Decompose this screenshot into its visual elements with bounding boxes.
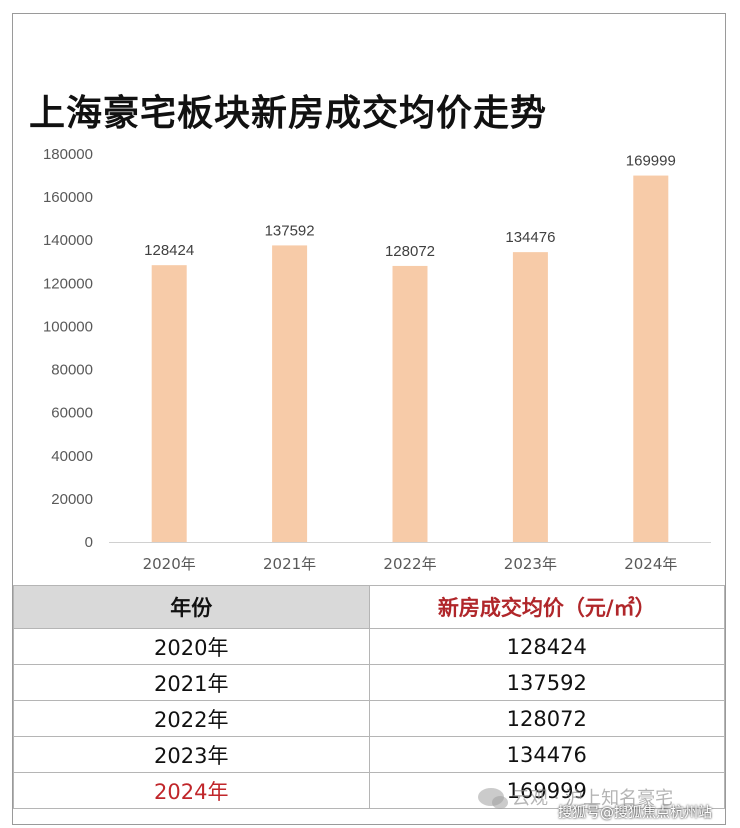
y-tick-label: 180000 [43,146,93,163]
y-tick-label: 80000 [51,362,93,379]
x-tick-label: 2021年 [263,555,316,573]
bar [151,265,187,542]
cell-year: 2022年 [13,700,370,737]
y-tick-label: 120000 [43,275,93,292]
table-row: 2020年 128424 [13,628,725,665]
table-row: 2022年 128072 [13,700,725,737]
y-tick-label: 160000 [43,189,93,206]
x-tick-label: 2024年 [624,555,677,573]
y-tick-label: 0 [85,534,93,551]
cell-price: 134476 [368,736,725,773]
data-label: 128072 [385,243,435,260]
header-year: 年份 [13,585,370,629]
cell-price: 128424 [368,628,725,665]
x-tick-label: 2023年 [504,555,557,573]
table-header-row: 年份 新房成交均价（元/㎡） [13,585,725,629]
bar [272,245,308,543]
data-label: 137592 [265,222,315,239]
x-tick-label: 2020年 [143,555,196,573]
price-table: 年份 新房成交均价（元/㎡） 2020年 128424 2021年 137592 202… [13,585,725,809]
chart-frame: 上海豪宅板块新房成交均价走势 0 20000 40000 60000 80000 1000… [12,13,726,825]
data-label: 128424 [144,242,194,259]
bar-chart: 0 20000 40000 60000 80000 100000 120000 140000 1… [43,146,711,573]
y-tick-label: 20000 [51,491,93,508]
cell-price: 169999 [368,772,725,809]
cell-year: 2023年 [13,736,370,773]
table-row: 2024年 169999 [13,772,725,809]
data-label: 169999 [626,153,676,170]
x-tick-label: 2022年 [383,555,436,573]
cell-year: 2024年 [13,772,370,809]
cell-year: 2020年 [13,628,370,665]
data-label: 134476 [505,229,555,246]
y-tick-label: 60000 [51,405,93,422]
table-row: 2021年 137592 [13,664,725,701]
y-tick-label: 140000 [43,232,93,249]
bar [633,175,669,542]
y-tick-label: 40000 [51,448,93,465]
table-row: 2023年 134476 [13,736,725,773]
header-price: 新房成交均价（元/㎡） [368,585,725,629]
cell-price: 128072 [368,700,725,737]
chart-title: 上海豪宅板块新房成交均价走势 [29,93,548,134]
cell-price: 137592 [368,664,725,701]
cell-year: 2021年 [13,664,370,701]
bar [392,265,428,542]
y-tick-label: 100000 [43,318,93,335]
bar [512,252,548,542]
